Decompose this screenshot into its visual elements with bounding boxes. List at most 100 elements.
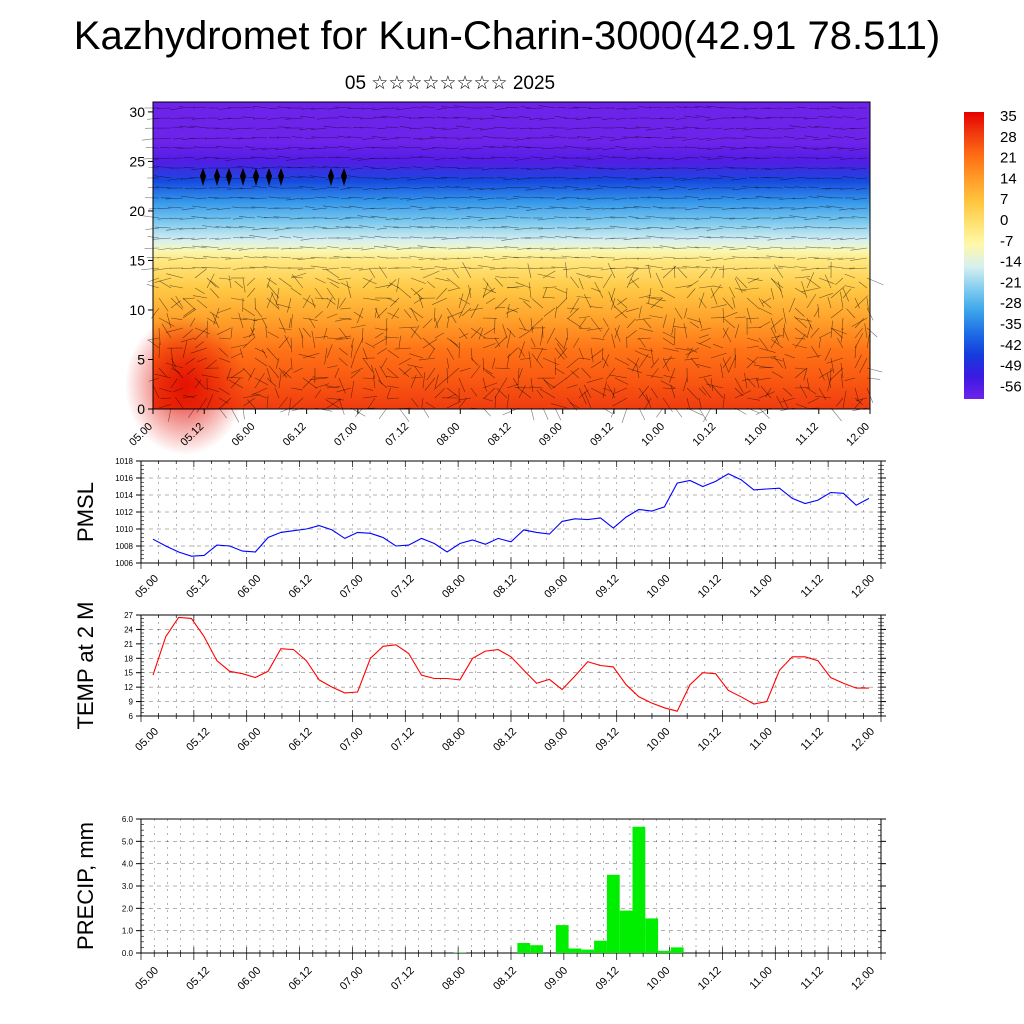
wind-barb — [623, 147, 640, 151]
wind-barb — [340, 187, 352, 190]
wind-barb — [855, 187, 868, 191]
wind-barb — [722, 327, 729, 339]
wind-barb — [616, 297, 628, 306]
wind-barb — [660, 380, 676, 389]
wind-barb — [244, 256, 256, 259]
wind-barb — [280, 256, 292, 259]
wind-barb — [526, 207, 544, 211]
wind-barb — [304, 137, 316, 139]
wind-barb — [841, 317, 844, 331]
field-x-tick-label: 09.00 — [537, 421, 565, 449]
wind-barb — [467, 117, 484, 120]
wind-barb — [770, 287, 775, 300]
wind-barb — [447, 367, 460, 379]
wind-barb — [579, 267, 592, 269]
wind-barb — [818, 331, 832, 339]
wind-barb — [556, 107, 568, 109]
wind-barb — [806, 387, 817, 395]
wind-barb — [224, 257, 244, 260]
field-y-tick-label: 25 — [129, 153, 145, 169]
wind-barb — [854, 318, 865, 329]
wind-barb — [242, 367, 252, 378]
wind-barb — [722, 311, 738, 319]
wind-barb — [710, 207, 724, 209]
wind-barb — [505, 307, 520, 314]
wind-barb — [326, 365, 338, 369]
wind-barb — [529, 317, 544, 330]
wind-barb — [529, 127, 544, 130]
wind-barb — [636, 257, 652, 260]
wind-barb — [813, 147, 832, 150]
wind-barb — [483, 256, 496, 259]
wind-barb — [745, 167, 760, 170]
wind-barb — [466, 157, 484, 160]
wind-barb — [807, 257, 820, 259]
wind-barb — [626, 367, 642, 373]
wind-barb — [460, 156, 472, 159]
wind-barb — [526, 247, 544, 250]
wind-barb — [309, 377, 328, 380]
wind-barb — [706, 236, 724, 239]
wind-barb — [587, 116, 604, 119]
wind-barb — [656, 407, 664, 418]
wind-barb — [683, 323, 688, 339]
wind-barb — [482, 247, 496, 250]
wind-barb — [826, 373, 832, 389]
wind-barb — [277, 166, 292, 169]
temp-y-tick-label: 9 — [129, 698, 134, 707]
wind-barb — [397, 286, 412, 299]
wind-barb — [742, 197, 760, 199]
wind-barb — [254, 377, 269, 386]
temperature-field — [153, 102, 870, 409]
wind-barb — [334, 106, 352, 109]
wind-barb — [722, 357, 730, 373]
wind-barb — [252, 105, 268, 109]
wind-barb — [384, 336, 400, 339]
wind-barb — [254, 256, 268, 259]
wind-barb — [227, 117, 244, 119]
wind-barb — [830, 407, 842, 422]
wind-barb — [194, 187, 208, 190]
precip-bar — [517, 943, 531, 953]
wind-barb — [541, 147, 556, 150]
wind-barb — [832, 127, 844, 130]
wind-barb — [706, 137, 724, 141]
wind-barb — [278, 327, 292, 331]
wind-barb — [770, 278, 784, 289]
pmsl-x-tick-label: 11.00 — [747, 573, 774, 600]
wind-barb — [189, 125, 208, 129]
wind-barb — [230, 377, 241, 389]
wind-barb — [169, 285, 184, 289]
wind-barb — [717, 155, 736, 159]
precip-bar — [645, 918, 659, 953]
wind-barb — [614, 126, 628, 129]
wind-barb — [839, 207, 856, 211]
wind-barb — [418, 257, 436, 260]
wind-barb — [543, 379, 556, 389]
wind-barb — [191, 167, 208, 171]
temp-y-tick-label: 15 — [124, 669, 133, 678]
wind-barb — [182, 341, 188, 359]
wind-barb — [210, 280, 220, 289]
wind-barb — [827, 257, 844, 261]
wind-barb — [674, 327, 676, 346]
wind-barb — [469, 307, 484, 311]
wind-barb — [311, 187, 328, 191]
wind-barb — [567, 307, 580, 320]
wind-barb — [844, 285, 856, 289]
wind-barb — [362, 137, 376, 140]
wind-barb — [336, 156, 352, 159]
wind-barb — [792, 197, 808, 200]
wind-barb — [543, 307, 556, 317]
wind-barb — [611, 333, 616, 349]
wind-barb — [660, 289, 676, 299]
wind-barb — [733, 157, 748, 160]
wind-barb — [614, 187, 628, 189]
wind-barb — [724, 318, 736, 329]
wind-barb — [662, 397, 673, 413]
wind-barb — [746, 277, 763, 281]
temp-x-tick-label: 07.00 — [338, 726, 366, 754]
wind-barb — [709, 177, 724, 180]
wind-barb — [182, 297, 196, 300]
wind-barb — [261, 147, 280, 150]
